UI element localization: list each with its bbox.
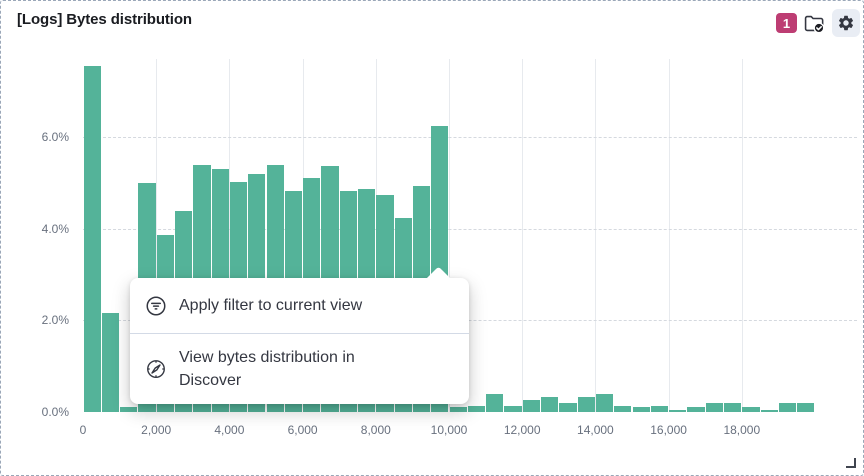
y-gridline <box>83 136 857 138</box>
histogram-bar[interactable] <box>760 410 778 412</box>
y-gridline <box>83 320 857 322</box>
x-gridline <box>449 59 450 412</box>
x-axis-tick-label: 6,000 <box>287 423 318 437</box>
histogram-bar[interactable] <box>83 65 101 412</box>
x-axis-tick-label: 8,000 <box>360 423 391 437</box>
y-axis-tick-label: 0.0% <box>41 405 69 419</box>
folder-check-icon[interactable] <box>804 13 825 34</box>
menu-item-label: Apply filter to current view <box>179 297 363 314</box>
y-axis-tick-label: 2.0% <box>41 313 69 328</box>
x-axis-tick-label: 4,000 <box>214 423 245 437</box>
panel-settings-button[interactable] <box>832 9 860 37</box>
x-axis-tick-label: 10,000 <box>430 423 468 437</box>
histogram-bar[interactable] <box>577 397 595 412</box>
histogram-bar[interactable] <box>504 406 522 412</box>
histogram-bar[interactable] <box>705 402 723 412</box>
x-axis-tick-label: 16,000 <box>650 423 687 437</box>
panel-resize-handle[interactable] <box>846 458 856 468</box>
histogram-bar[interactable] <box>522 400 540 412</box>
x-axis-tick-label: 0 <box>79 423 87 437</box>
histogram-bar[interactable] <box>559 402 577 412</box>
menu-item-view-in-discover[interactable]: View bytes distribution in Discover <box>130 334 469 404</box>
histogram-bar[interactable] <box>650 405 669 412</box>
menu-divider <box>130 333 469 334</box>
filter-in-circle-icon <box>146 296 166 316</box>
x-axis-tick-label: 12,000 <box>503 423 541 437</box>
histogram-bar[interactable] <box>778 402 797 412</box>
histogram-bar[interactable] <box>724 402 742 412</box>
histogram-bar[interactable] <box>101 313 120 412</box>
chart-context-menu: Apply filter to current view View bytes … <box>130 266 469 404</box>
notification-badge[interactable]: 1 <box>776 13 797 33</box>
menu-item-apply-filter[interactable]: Apply filter to current view <box>130 278 469 333</box>
x-axis-tick-label: 18,000 <box>723 423 761 437</box>
x-gridline <box>741 59 743 412</box>
histogram-bar[interactable] <box>467 406 486 412</box>
x-gridline <box>595 59 597 412</box>
histogram-bar[interactable] <box>742 407 760 412</box>
panel-title: [Logs] Bytes distribution <box>17 11 192 28</box>
y-gridline <box>83 228 857 230</box>
histogram-bar[interactable] <box>797 402 815 412</box>
compass-icon <box>146 359 166 379</box>
histogram-bar[interactable] <box>486 393 504 412</box>
y-axis-tick-label: 6.0% <box>41 129 69 144</box>
gear-icon <box>837 14 855 32</box>
y-axis-tick-label: 4.0% <box>41 221 69 236</box>
histogram-bar[interactable] <box>687 406 705 412</box>
histogram-bar[interactable] <box>669 409 687 412</box>
histogram-bar[interactable] <box>595 393 614 412</box>
histogram-bar[interactable] <box>632 407 650 412</box>
histogram-bar[interactable] <box>541 396 559 412</box>
x-axis-tick-label: 2,000 <box>141 423 172 437</box>
histogram-bar[interactable] <box>614 405 632 412</box>
histogram-bar[interactable] <box>120 407 138 412</box>
x-gridline <box>522 59 524 412</box>
histogram-bar[interactable] <box>449 407 467 412</box>
x-gridline <box>668 59 670 412</box>
x-axis-tick-label: 14,000 <box>577 423 614 437</box>
panel-controls: 1 <box>776 9 860 37</box>
menu-item-label: View bytes distribution in Discover <box>179 349 355 389</box>
